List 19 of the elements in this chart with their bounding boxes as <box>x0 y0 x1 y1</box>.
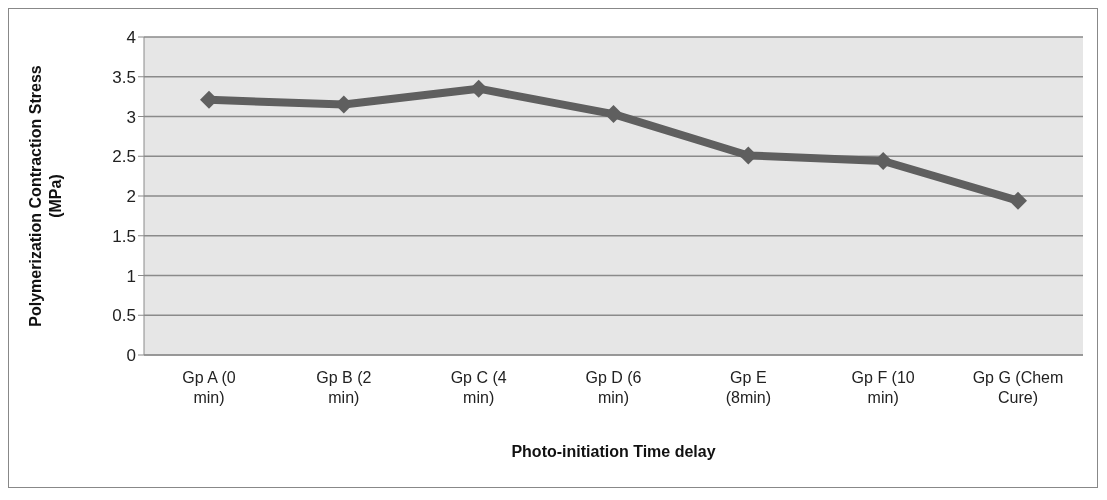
y-tick-label: 0 <box>126 346 136 366</box>
y-tick-label: 2 <box>126 187 136 207</box>
x-tick-label: Gp A (0 min) <box>182 369 236 406</box>
x-tick-label: Gp G (Chem Cure) <box>972 369 1064 406</box>
x-tick-label: Gp E (8min) <box>725 369 772 406</box>
y-tick-label: 1.5 <box>112 226 136 246</box>
x-tick-label: Gp C (4 min) <box>450 369 507 406</box>
y-tick-label: 2.5 <box>112 147 136 167</box>
y-tick-label: 0.5 <box>112 306 136 326</box>
x-axis-title: Photo-initiation Time delay <box>511 443 716 460</box>
y-tick-label: 1 <box>126 266 136 286</box>
x-tick-label: Gp F (10 min) <box>851 369 915 406</box>
point <box>1009 191 1027 210</box>
y-tick-label: 3 <box>126 107 136 127</box>
x-tick-label: Gp D (6 min) <box>585 369 642 406</box>
y-tick-label: 4 <box>126 28 136 48</box>
y-axis-title: Polymerization Contraction Stress (MPa) <box>27 65 64 327</box>
y-tick-label: 3.5 <box>112 67 136 87</box>
x-tick-label: Gp B (2 min) <box>316 369 372 406</box>
